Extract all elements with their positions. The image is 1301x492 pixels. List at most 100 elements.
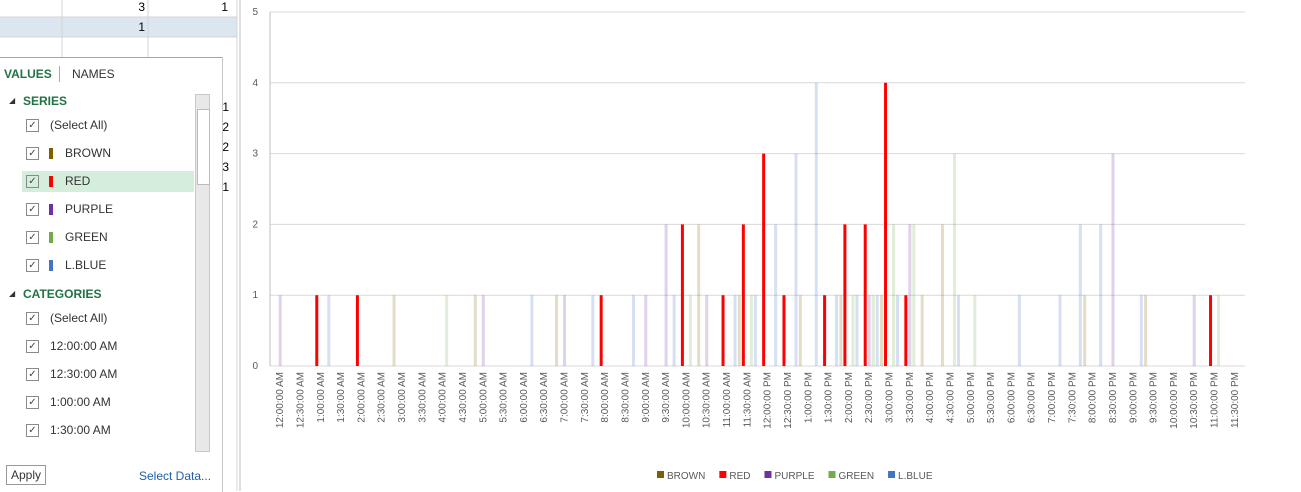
checkbox[interactable]: ✓ xyxy=(26,119,39,132)
bar xyxy=(823,295,827,366)
bar xyxy=(315,295,319,366)
scrollbar[interactable] xyxy=(195,94,210,452)
item-label: GREEN xyxy=(65,230,108,244)
x-tick-label: 12:00:00 PM xyxy=(763,372,774,429)
x-tick-label: 10:30:00 PM xyxy=(1189,372,1200,429)
x-tick-label: 11:30:00 AM xyxy=(742,372,753,427)
x-tick-label: 2:00:00 PM xyxy=(844,372,855,423)
cell-text: 1 xyxy=(222,100,229,114)
legend-label: BROWN xyxy=(667,471,705,482)
list-item[interactable]: ✓ 12:30:00 AM xyxy=(22,364,194,385)
bar xyxy=(762,153,766,366)
bar xyxy=(843,224,847,366)
apply-button[interactable]: Apply xyxy=(6,465,47,485)
x-tick-label: 3:30:00 AM xyxy=(417,372,428,423)
bar xyxy=(940,224,944,366)
bar xyxy=(839,295,843,366)
bar xyxy=(1217,295,1221,366)
x-tick-label: 7:30:00 AM xyxy=(580,372,591,423)
bar xyxy=(1083,295,1087,366)
checkbox[interactable]: ✓ xyxy=(26,424,39,437)
collapse-icon: ◢ xyxy=(9,96,16,105)
bar xyxy=(705,295,709,366)
legend-swatch xyxy=(764,471,772,478)
list-item[interactable]: ✓ (Select All) xyxy=(22,308,194,329)
x-tick-label: 8:00:00 AM xyxy=(600,372,611,423)
legend-label: L.BLUE xyxy=(898,471,933,482)
bar xyxy=(782,295,786,366)
series-header[interactable]: SERIES xyxy=(23,94,68,108)
checkbox[interactable]: ✓ xyxy=(26,340,39,353)
list-item[interactable]: ✓ (Select All) xyxy=(22,115,194,136)
x-tick-label: 1:00:00 PM xyxy=(803,372,814,423)
x-tick-label: 4:00:00 PM xyxy=(925,372,936,423)
checkbox[interactable]: ✓ xyxy=(26,368,39,381)
x-tick-label: 10:30:00 AM xyxy=(702,372,713,428)
bar xyxy=(798,295,802,366)
checkbox[interactable]: ✓ xyxy=(26,147,39,160)
cell-text: 1 xyxy=(138,20,145,34)
bar xyxy=(392,295,396,366)
bar xyxy=(721,295,725,366)
bar xyxy=(867,295,871,366)
list-item[interactable]: ✓ BROWN xyxy=(22,143,194,164)
x-tick-label: 6:30:00 AM xyxy=(539,372,550,423)
legend-label: GREEN xyxy=(838,471,874,482)
bar xyxy=(920,295,924,366)
item-label: 12:30:00 AM xyxy=(50,367,118,381)
bar xyxy=(327,295,331,366)
bar xyxy=(1099,224,1103,366)
bar xyxy=(835,295,839,366)
bar xyxy=(896,295,900,366)
legend-swatch xyxy=(657,471,664,478)
tab[interactable]: VALUES xyxy=(4,67,52,81)
list-item[interactable]: ✓ RED xyxy=(22,171,194,192)
x-tick-label: 12:00:00 AM xyxy=(275,372,286,428)
checkbox[interactable]: ✓ xyxy=(26,231,39,244)
x-tick-label: 4:30:00 PM xyxy=(945,372,956,423)
x-tick-label: 10:00:00 PM xyxy=(1169,372,1180,429)
y-tick-label: 4 xyxy=(252,78,258,89)
list-item[interactable]: ✓ 1:00:00 AM xyxy=(22,392,194,413)
checkbox[interactable]: ✓ xyxy=(26,396,39,409)
bar xyxy=(884,82,888,367)
x-tick-label: 2:00:00 AM xyxy=(356,372,367,423)
x-tick-label: 6:30:00 PM xyxy=(1027,372,1038,423)
bar xyxy=(1144,295,1148,366)
bar xyxy=(733,295,737,366)
checkbox[interactable]: ✓ xyxy=(26,175,39,188)
bar xyxy=(599,295,603,366)
x-tick-label: 8:00:00 PM xyxy=(1088,372,1099,423)
list-item[interactable]: ✓ PURPLE xyxy=(22,199,194,220)
bar xyxy=(355,295,359,366)
y-tick-label: 3 xyxy=(252,149,258,160)
bar xyxy=(697,224,701,366)
select-data-link[interactable]: Select Data... xyxy=(139,469,212,483)
legend-swatch xyxy=(719,471,727,478)
list-item[interactable]: ✓ GREEN xyxy=(22,227,194,248)
categories-header[interactable]: CATEGORIES xyxy=(23,287,102,301)
scroll-thumb[interactable] xyxy=(197,109,210,185)
legend-swatch xyxy=(828,471,836,478)
legend-label: RED xyxy=(729,471,750,482)
list-item[interactable]: ✓ 1:30:00 AM xyxy=(22,420,194,441)
tab[interactable]: NAMES xyxy=(72,67,115,81)
color-swatch xyxy=(49,204,53,215)
list-item[interactable]: ✓ L.BLUE xyxy=(22,255,194,276)
bar xyxy=(278,295,282,366)
x-tick-label: 5:30:00 PM xyxy=(986,372,997,423)
bar xyxy=(1139,295,1143,366)
item-label: BROWN xyxy=(65,146,111,160)
bar xyxy=(794,153,798,366)
cell-text: 3 xyxy=(138,0,145,14)
checkbox[interactable]: ✓ xyxy=(26,259,39,272)
bar xyxy=(737,295,741,366)
checkbox[interactable]: ✓ xyxy=(26,203,39,216)
bar xyxy=(1058,295,1062,366)
checkbox[interactable]: ✓ xyxy=(26,312,39,325)
x-tick-label: 4:00:00 AM xyxy=(438,372,449,423)
bar xyxy=(814,82,818,367)
x-tick-label: 3:30:00 PM xyxy=(905,372,916,423)
list-item[interactable]: ✓ 12:00:00 AM xyxy=(22,336,194,357)
